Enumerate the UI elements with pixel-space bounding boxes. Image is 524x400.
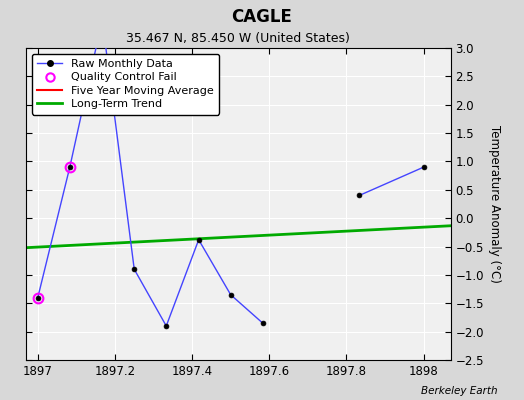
Y-axis label: Temperature Anomaly (°C): Temperature Anomaly (°C) (488, 125, 500, 283)
Title: 35.467 N, 85.450 W (United States): 35.467 N, 85.450 W (United States) (126, 32, 351, 46)
Legend: Raw Monthly Data, Quality Control Fail, Five Year Moving Average, Long-Term Tren: Raw Monthly Data, Quality Control Fail, … (32, 54, 219, 115)
Text: Berkeley Earth: Berkeley Earth (421, 386, 498, 396)
Text: CAGLE: CAGLE (232, 8, 292, 26)
